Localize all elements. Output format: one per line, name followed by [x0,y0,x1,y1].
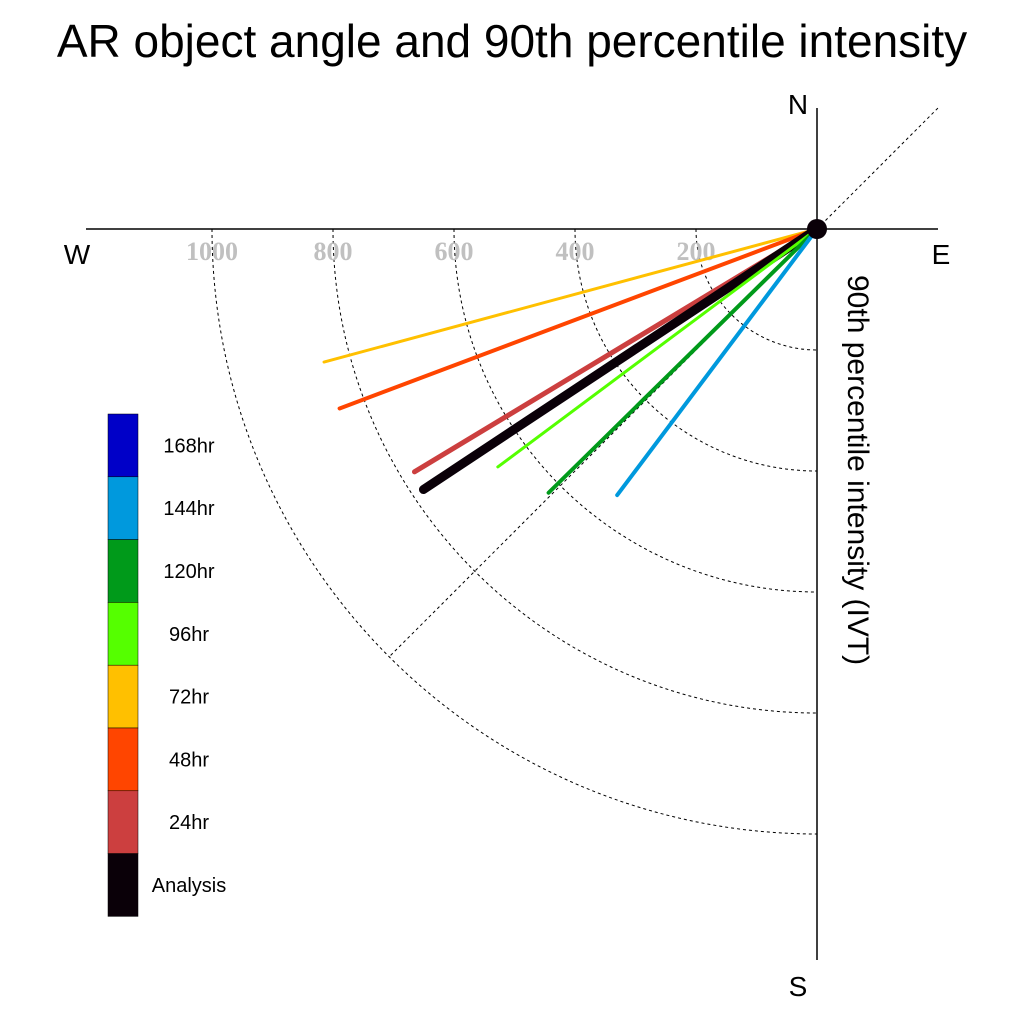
origin-marker [807,219,827,239]
series-vector-72hr [322,227,819,364]
radial-tick-label: 800 [314,237,353,266]
legend-swatch [107,602,139,666]
legend-label: 72hr [169,687,209,709]
legend-label: 96hr [169,624,209,646]
legend-label: 120hr [163,561,214,583]
legend-swatch [107,664,139,729]
legend-swatch [107,539,139,603]
grid-ring-400 [574,228,818,472]
compass-north: N [788,89,808,120]
y-axis-title: 90th percentile intensity (IVT) [841,275,874,665]
compass-east: E [932,239,951,270]
legend-label: 168hr [163,435,214,457]
radial-tick-label: 400 [556,237,595,266]
axes-layer: N S E W [64,89,951,1002]
chart-title: AR object angle and 90th percentile inte… [56,15,968,67]
radial-tick-labels: 1000 800 600 400 200 [186,237,716,266]
series-layer [322,224,822,498]
series-vector-144hr [615,227,819,498]
grid-ring-800 [332,228,818,714]
legend-label: 48hr [169,749,209,771]
diagonal-guide-line [816,105,941,230]
radial-tick-label: 1000 [186,237,238,266]
radial-tick-label: 600 [435,237,474,266]
legend-label: 24hr [169,812,209,834]
compass-south: S [789,971,808,1002]
series-vector-120hr [546,227,819,495]
legend-swatch [107,727,139,792]
series-vector-96hr [496,227,819,469]
legend-swatch [107,413,139,478]
series-vector-analysis [418,224,822,494]
legend-label: 144hr [163,498,214,520]
series-vector-48hr [337,227,819,411]
compass-west: W [64,239,91,270]
grid-ring-200 [695,228,818,351]
legend-swatch [107,790,139,854]
diagonal-guide-line-sw [388,228,818,658]
legend-swatch [107,476,139,540]
legend-swatch [107,853,139,917]
legend-label: Analysis [152,875,226,897]
legend: 168hr 144hr 120hr 96hr 72hr 48hr 24hr Analysis [107,413,226,917]
grid-ring-1000 [211,228,818,835]
